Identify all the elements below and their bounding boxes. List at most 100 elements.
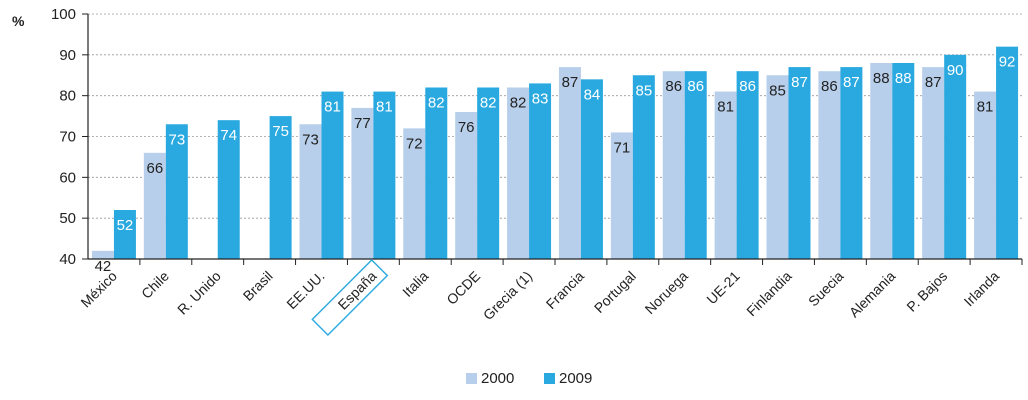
category-label: Alemania — [846, 268, 899, 321]
bar-2009 — [217, 120, 240, 260]
bar-2000 — [714, 91, 737, 259]
bar-2000 — [974, 91, 997, 259]
y-tick-label: 40 — [59, 251, 76, 268]
category-label: Grecia (1) — [480, 268, 535, 323]
value-label-2009: 87 — [791, 74, 808, 91]
y-tick-label: 100 — [51, 6, 76, 23]
value-label-2000: 77 — [354, 115, 371, 132]
bar-2009 — [477, 87, 500, 259]
highlight-box — [311, 259, 389, 336]
y-tick-label: 60 — [59, 169, 76, 186]
category-label: OCDE — [443, 268, 483, 308]
bar-2009 — [632, 75, 655, 259]
bar-2000 — [507, 87, 530, 259]
category-label: Portugal — [591, 268, 639, 316]
value-label-2000: 71 — [613, 139, 630, 156]
bar-2000 — [143, 152, 166, 259]
bar-2009 — [269, 116, 292, 259]
bar-2000 — [870, 63, 893, 259]
legend-label: 2009 — [559, 370, 592, 387]
bar-2000 — [610, 132, 633, 259]
bar-2000 — [403, 128, 426, 259]
y-tick-label: 80 — [59, 88, 76, 105]
value-label-2009: 81 — [376, 99, 393, 116]
y-axis-unit-label: % — [12, 13, 25, 29]
value-label-2000: 82 — [510, 95, 527, 112]
bar-2000 — [299, 124, 322, 259]
bar-2000 — [351, 107, 374, 260]
bar-2000 — [922, 67, 945, 259]
bar-2009 — [425, 87, 448, 259]
bar-2009 — [580, 79, 603, 259]
value-label-2009: 85 — [635, 82, 652, 99]
legend-swatch — [544, 373, 555, 384]
bar-2009 — [165, 124, 188, 259]
value-label-2000: 85 — [769, 82, 786, 99]
value-label-2009: 86 — [687, 78, 704, 95]
bar-2000 — [558, 67, 581, 259]
legend-swatch — [466, 373, 477, 384]
category-label: Francia — [543, 268, 587, 312]
value-label-2009: 82 — [480, 95, 497, 112]
y-tick-label: 90 — [59, 47, 76, 64]
bar-2000 — [91, 250, 114, 259]
bar-2009 — [113, 210, 136, 259]
value-label-2009: 73 — [168, 131, 185, 148]
bar-2000 — [662, 71, 685, 260]
bar-2000 — [818, 71, 841, 260]
value-label-2000: 81 — [977, 99, 994, 116]
value-label-2009: 88 — [895, 70, 912, 87]
category-label: Finlandia — [743, 268, 795, 320]
value-label-2009: 90 — [947, 62, 964, 79]
value-label-2009: 92 — [999, 54, 1016, 71]
value-label-2009: 74 — [220, 127, 237, 144]
category-label: UE-21 — [703, 268, 743, 308]
bar-2009 — [840, 67, 863, 259]
y-tick-label: 70 — [59, 129, 76, 146]
category-label: Suecia — [805, 268, 847, 310]
bar-2009 — [944, 54, 967, 260]
value-label-2000: 88 — [873, 70, 890, 87]
bar-2009 — [736, 71, 759, 260]
legend: 2000 2009 — [466, 370, 592, 387]
value-label-2009: 87 — [843, 74, 860, 91]
category-label: Chile — [138, 268, 172, 302]
value-labels: 42 52 66 73 74 75 73 81 77 81 72 82 76 82 82 83 87 84 71 85… — [95, 54, 1016, 275]
value-label-2000: 66 — [146, 160, 163, 177]
bar-2000 — [766, 75, 789, 259]
category-label: R. Unido — [174, 268, 224, 318]
value-label-2009: 84 — [584, 86, 601, 103]
bar-2009 — [529, 83, 552, 260]
bars — [91, 46, 1019, 260]
bar-2009 — [684, 71, 707, 260]
bar-2009 — [373, 91, 396, 259]
value-label-2000: 72 — [406, 135, 423, 152]
value-label-2000: 86 — [665, 78, 682, 95]
bar-2009 — [321, 91, 344, 259]
category-labels: México Chile R. Unido Brasil EE.UU. España Ita… — [77, 259, 1023, 336]
category-label: EE.UU. — [283, 268, 327, 312]
value-label-2009: 83 — [532, 90, 549, 107]
y-tick-label: 50 — [59, 210, 76, 227]
bar-2009 — [996, 46, 1019, 259]
value-label-2000: 73 — [302, 131, 319, 148]
value-label-2000: 87 — [562, 74, 579, 91]
bar-2000 — [455, 112, 478, 259]
y-axis-ticks: 40 50 60 70 80 90 100 — [51, 6, 88, 268]
legend-label: 2000 — [481, 370, 514, 387]
value-label-2009: 81 — [324, 99, 341, 116]
category-label: Italia — [399, 268, 431, 300]
bar-2009 — [892, 63, 915, 259]
value-label-2009: 82 — [428, 95, 445, 112]
value-label-2000: 87 — [925, 74, 942, 91]
value-label-2009: 52 — [117, 217, 134, 234]
category-label: Noruega — [642, 268, 691, 317]
bar-2009 — [788, 67, 811, 259]
category-label: P. Bajos — [903, 268, 950, 315]
value-label-2000: 42 — [95, 258, 112, 275]
value-label-2000: 81 — [717, 99, 734, 116]
value-label-2000: 76 — [458, 119, 475, 136]
category-label: Irlanda — [961, 268, 1003, 310]
value-label-2000: 86 — [821, 78, 838, 95]
